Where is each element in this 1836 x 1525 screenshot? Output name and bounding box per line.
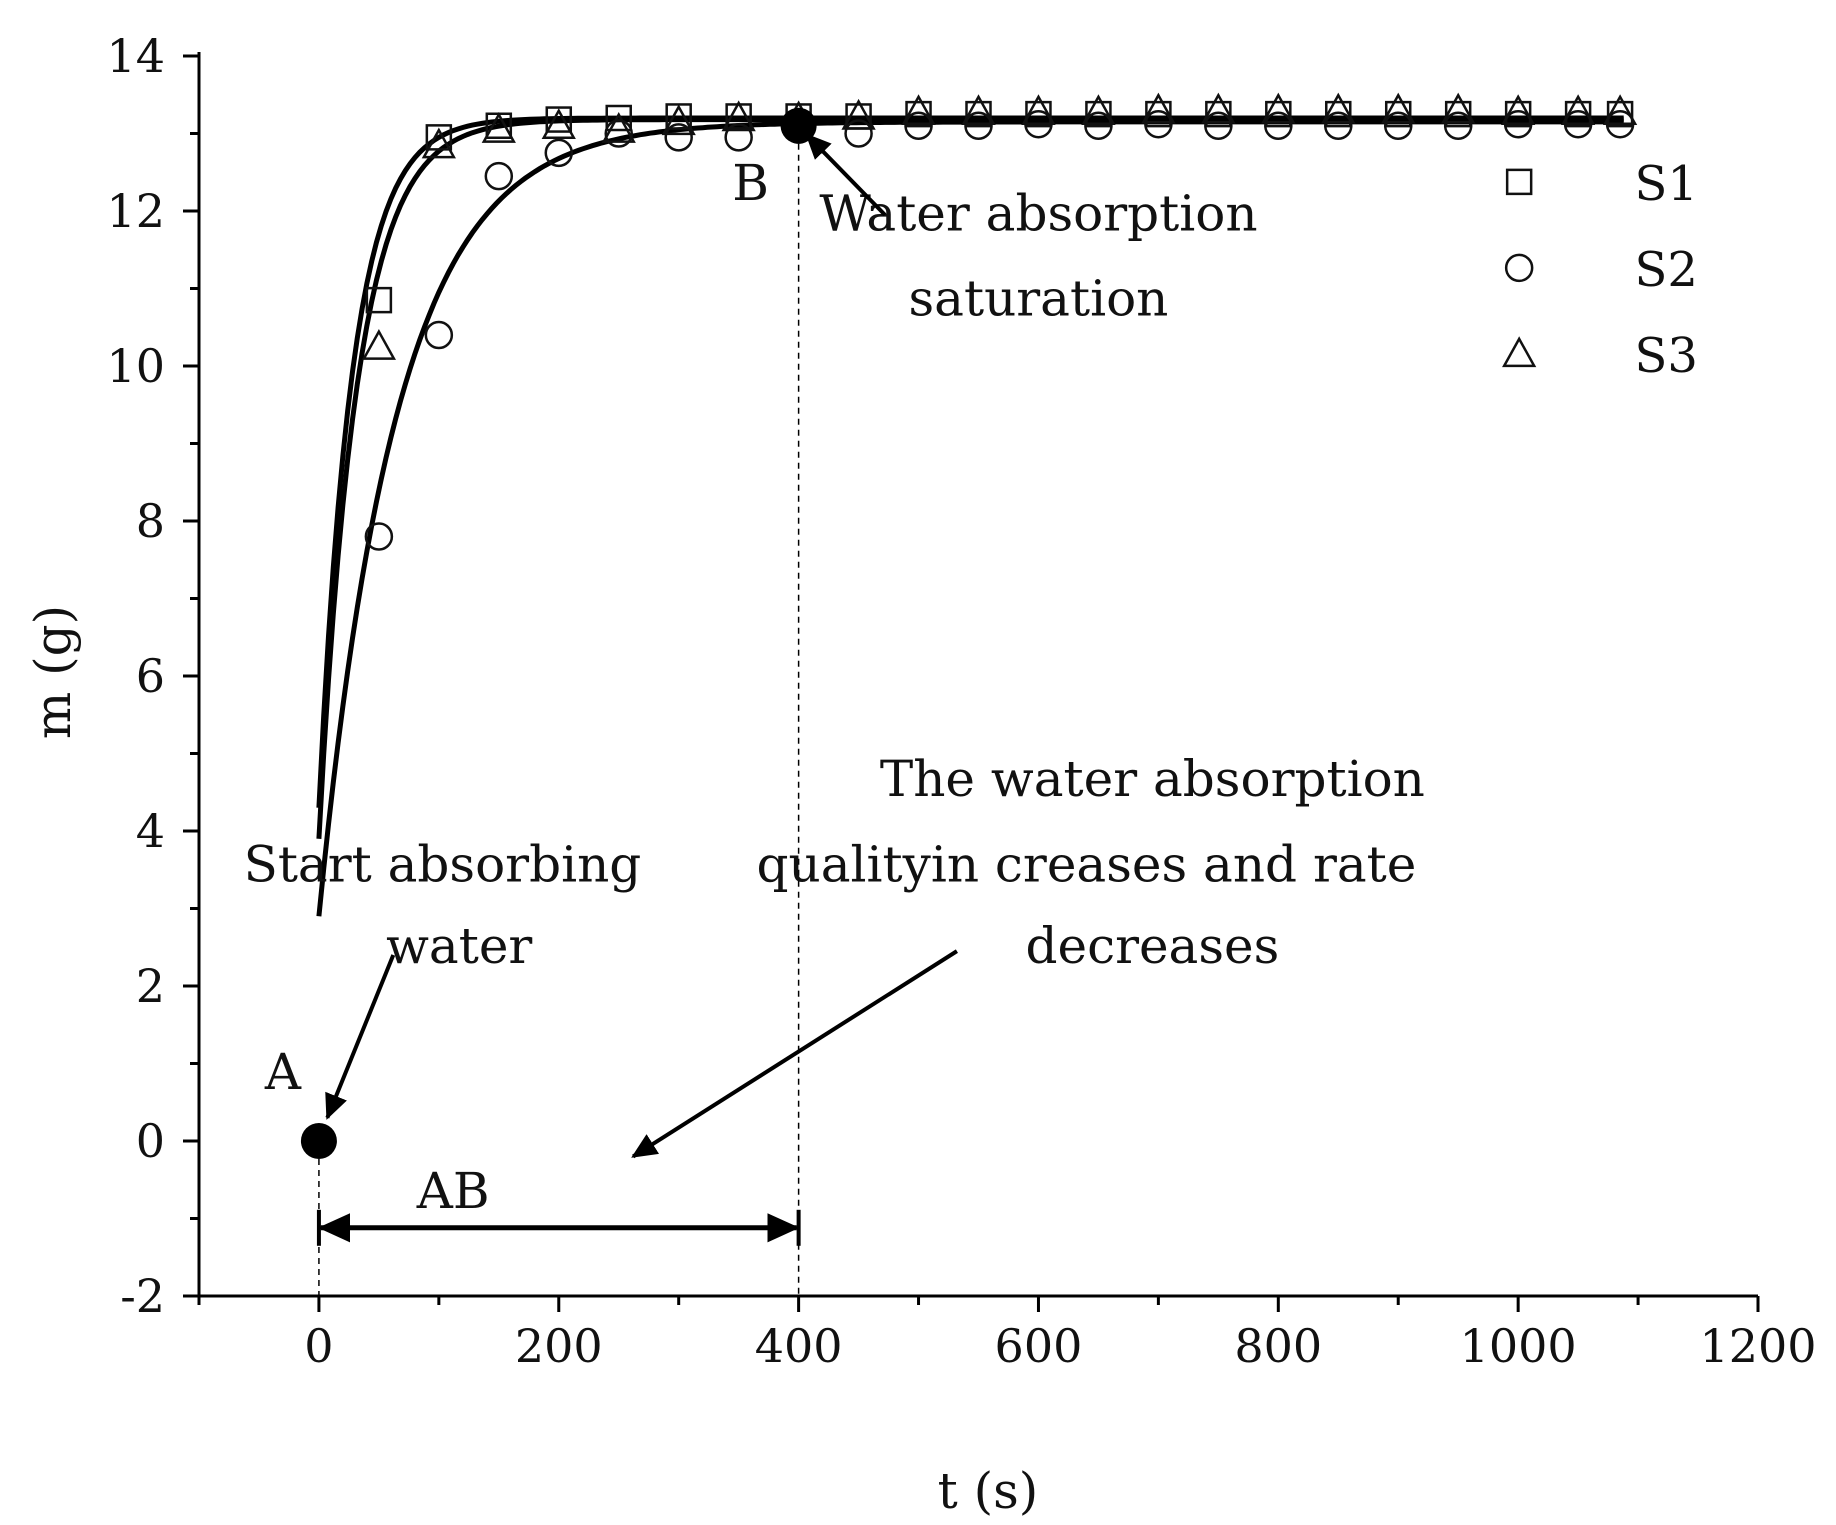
fit-curve-s3 (316, 117, 1624, 839)
data-point-s1 (905, 100, 932, 128)
data-point-s1 (1564, 100, 1592, 128)
data-point-s1 (425, 124, 453, 151)
data-point-s3 (1081, 94, 1116, 126)
saturation-note-line: saturation (909, 270, 1169, 328)
data-point-s3 (1441, 92, 1476, 124)
data-point-s1 (1444, 100, 1472, 128)
y-tick-label: 12 (106, 184, 165, 238)
data-point-s2 (424, 320, 454, 350)
x-tick-label: 200 (515, 1319, 603, 1373)
data-point-s3 (1501, 94, 1536, 126)
x-tick-label: 1000 (1460, 1319, 1577, 1373)
increase-note-line: qualityin creases and rate (757, 835, 1417, 893)
legend-marker-s1 (1505, 168, 1533, 196)
data-point-s3 (1261, 92, 1296, 124)
y-tick-label: 4 (136, 804, 165, 858)
y-tick-label: -2 (120, 1269, 165, 1323)
legend-marker-s2 (1504, 253, 1534, 283)
data-point-s1 (1205, 100, 1232, 128)
data-point-s3 (961, 94, 996, 126)
data-point-s2 (1443, 111, 1473, 140)
data-point-s3 (1201, 92, 1236, 124)
data-point-s3 (1321, 92, 1356, 124)
data-point-s3 (1602, 94, 1638, 126)
data-point-s2 (724, 123, 753, 152)
data-point-s1 (1504, 100, 1532, 128)
data-point-s3 (601, 112, 636, 143)
start-note-line: water (386, 917, 532, 975)
increase-note-line: decreases (1025, 917, 1279, 975)
legend-label-s3: S3 (1634, 328, 1697, 384)
data-point-s2 (904, 111, 933, 140)
data-point-s2 (844, 119, 873, 148)
x-tick-label: 0 (304, 1319, 333, 1373)
x-tick-label: 1200 (1699, 1319, 1816, 1373)
data-point-s3 (1141, 92, 1176, 124)
data-point-s1 (965, 100, 992, 128)
data-point-s1 (365, 286, 393, 314)
saturation-arrow (805, 133, 887, 217)
data-point-s1 (1265, 100, 1292, 128)
data-point-s1 (1085, 100, 1112, 128)
data-point-s3 (481, 112, 516, 143)
increase-note-line: The water absorption (880, 750, 1425, 808)
legend-label-s2: S2 (1634, 242, 1697, 298)
data-point-s1 (1145, 100, 1172, 128)
saturation-note-line: Water absorption (819, 184, 1257, 242)
x-tick-label: 800 (1234, 1319, 1322, 1373)
start-note-line: Start absorbing (244, 835, 642, 893)
data-point-s2 (484, 161, 514, 191)
y-tick-label: 0 (136, 1114, 165, 1168)
legend: S1 S2 S3 (1502, 156, 1698, 384)
x-tick-label: 400 (755, 1319, 843, 1373)
legend-label-s1: S1 (1634, 156, 1697, 212)
x-tick-label: 600 (995, 1319, 1083, 1373)
data-point-s1 (605, 104, 632, 132)
data-point-s2 (364, 522, 394, 551)
data-point-s1 (1606, 100, 1634, 128)
data-point-s3 (361, 329, 397, 360)
data-point-s3 (841, 98, 876, 130)
legend-marker-s3 (1502, 336, 1537, 368)
data-point-s1 (545, 106, 573, 133)
data-point-s3 (1381, 92, 1416, 124)
start-arrow (325, 954, 396, 1120)
data-point-s3 (541, 108, 576, 139)
data-point-s2 (544, 138, 574, 168)
data-point-s2 (1324, 111, 1353, 140)
data-point-s3 (421, 127, 456, 159)
point-a-label: A (264, 1043, 302, 1101)
y-tick-label: 2 (136, 959, 165, 1013)
increase-arrow (631, 949, 958, 1159)
data-point-s2 (1084, 111, 1113, 140)
data-point-s3 (721, 100, 756, 132)
data-point-s2 (1383, 111, 1413, 140)
y-tick-label: 10 (106, 339, 165, 393)
axes: 0 200 400 600 800 1000 1200 -2 0 2 4 6 8 10 12 14 (106, 29, 1816, 1373)
data-point-s2 (964, 111, 993, 140)
point-a (300, 1123, 337, 1159)
data-point-s1 (1384, 100, 1412, 128)
data-point-s3 (661, 104, 696, 136)
data-point-s2 (1144, 109, 1173, 139)
data-point-s2 (1264, 111, 1293, 140)
y-tick-label: 8 (136, 494, 165, 548)
data-point-s2 (664, 123, 693, 152)
range-ab-label: AB (416, 1162, 490, 1220)
data-point-s3 (1560, 94, 1596, 126)
y-tick-label: 6 (136, 649, 165, 703)
y-axis-title: m (g) (24, 605, 82, 739)
data-point-s1 (1025, 100, 1052, 128)
data-point-s2 (1204, 111, 1233, 140)
data-point-s3 (901, 94, 936, 126)
data-point-s2 (604, 119, 633, 148)
data-point-s1 (1325, 100, 1352, 128)
data-point-s3 (1021, 94, 1056, 126)
y-tick-label: 14 (106, 29, 165, 83)
x-axis-title: t (s) (938, 1462, 1039, 1520)
point-b-label: B (732, 154, 769, 212)
